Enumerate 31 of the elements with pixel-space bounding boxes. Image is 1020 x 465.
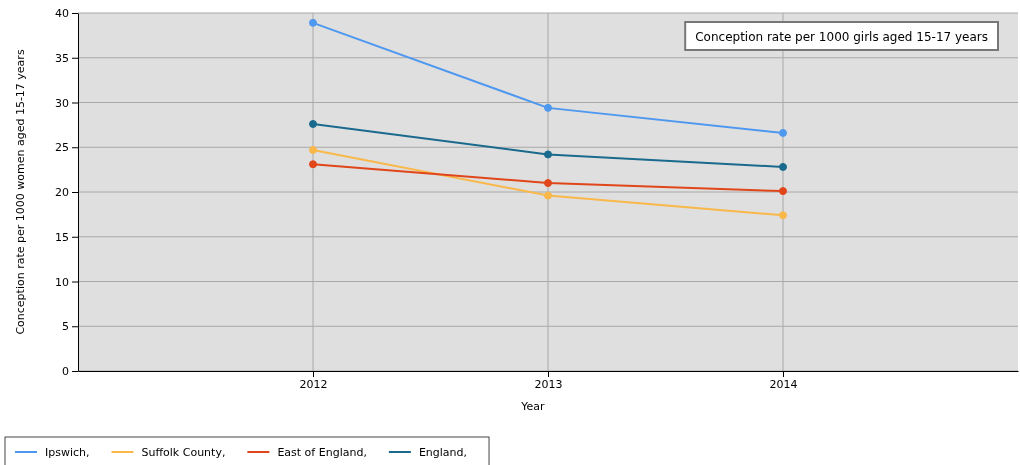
point bbox=[544, 103, 552, 112]
legend-label: England, bbox=[418, 446, 468, 459]
x-tick-label: 2014 bbox=[769, 377, 798, 391]
y-tick-label: 10 bbox=[55, 275, 69, 289]
annotation: Conception rate per 1000 girls aged 15-17 years bbox=[695, 30, 988, 44]
y-tick-label: 30 bbox=[55, 96, 69, 110]
point bbox=[544, 191, 552, 200]
point bbox=[779, 211, 787, 220]
y-axis-title: Conception rate per 1000 women aged 15-17 years bbox=[14, 49, 27, 335]
point bbox=[544, 179, 552, 188]
point bbox=[309, 145, 317, 154]
point bbox=[309, 119, 317, 128]
legend-label: Suffolk County, bbox=[141, 446, 226, 459]
point bbox=[309, 160, 317, 169]
point bbox=[779, 187, 787, 196]
x-tick-label: 2013 bbox=[534, 377, 563, 391]
y-tick-label: 15 bbox=[55, 230, 69, 244]
x-axis-title: Year bbox=[520, 400, 546, 413]
y-tick-label: 20 bbox=[55, 186, 69, 200]
y-tick-label: 40 bbox=[55, 7, 69, 21]
y-tick-label: 0 bbox=[62, 365, 69, 379]
legend-label: Ipswich, bbox=[45, 446, 90, 459]
point bbox=[309, 18, 317, 27]
y-tick-label: 5 bbox=[62, 320, 69, 334]
legend-label: East of England, bbox=[277, 446, 367, 459]
y-tick-label: 25 bbox=[55, 141, 69, 155]
x-tick-label: 2012 bbox=[299, 377, 328, 391]
y-tick-label: 35 bbox=[55, 51, 69, 65]
point bbox=[544, 150, 552, 159]
point bbox=[779, 162, 787, 171]
point bbox=[779, 128, 787, 137]
